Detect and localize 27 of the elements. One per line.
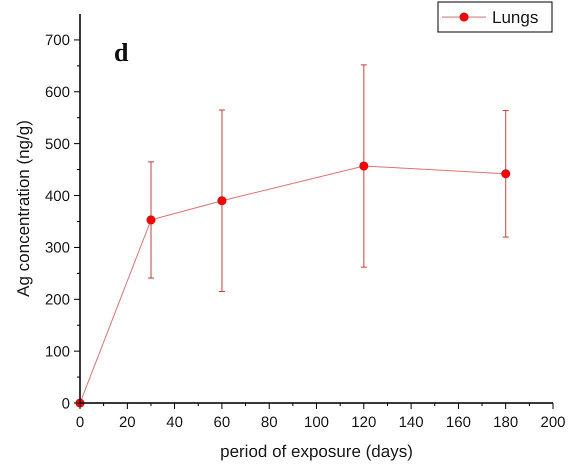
y-tick-label: 100 — [44, 343, 70, 360]
x-tick-label: 160 — [446, 414, 471, 431]
x-tick-label: 180 — [493, 414, 518, 431]
x-axis-title: period of exposure (days) — [220, 442, 413, 461]
x-tick-label: 140 — [398, 414, 424, 431]
point — [359, 161, 368, 170]
x-tick-label: 60 — [214, 414, 230, 431]
legend-label: Lungs — [492, 8, 538, 27]
x-tick-label: 120 — [351, 414, 376, 431]
x-tick-label: 100 — [304, 414, 330, 431]
y-tick-label: 600 — [44, 84, 70, 102]
y-tick-label: 700 — [44, 32, 70, 50]
x-tick-label: 40 — [166, 414, 183, 431]
y-axis-title: Ag concentration (ng/g) — [14, 120, 33, 297]
y-tick-label: 400 — [44, 188, 70, 205]
x-tick-label: 200 — [540, 414, 566, 431]
x-tick-label: 20 — [118, 414, 136, 431]
x-tick-label: 80 — [260, 414, 278, 431]
y-tick-label: 500 — [44, 136, 70, 153]
point — [217, 196, 226, 206]
x-tick-label: 0 — [76, 414, 84, 431]
y-tick-label: 300 — [44, 240, 70, 257]
y-tick-label: 200 — [44, 292, 70, 309]
point — [501, 169, 510, 178]
point — [146, 215, 156, 224]
annotation: d — [114, 38, 129, 67]
y-tick-label: 0 — [62, 395, 70, 412]
